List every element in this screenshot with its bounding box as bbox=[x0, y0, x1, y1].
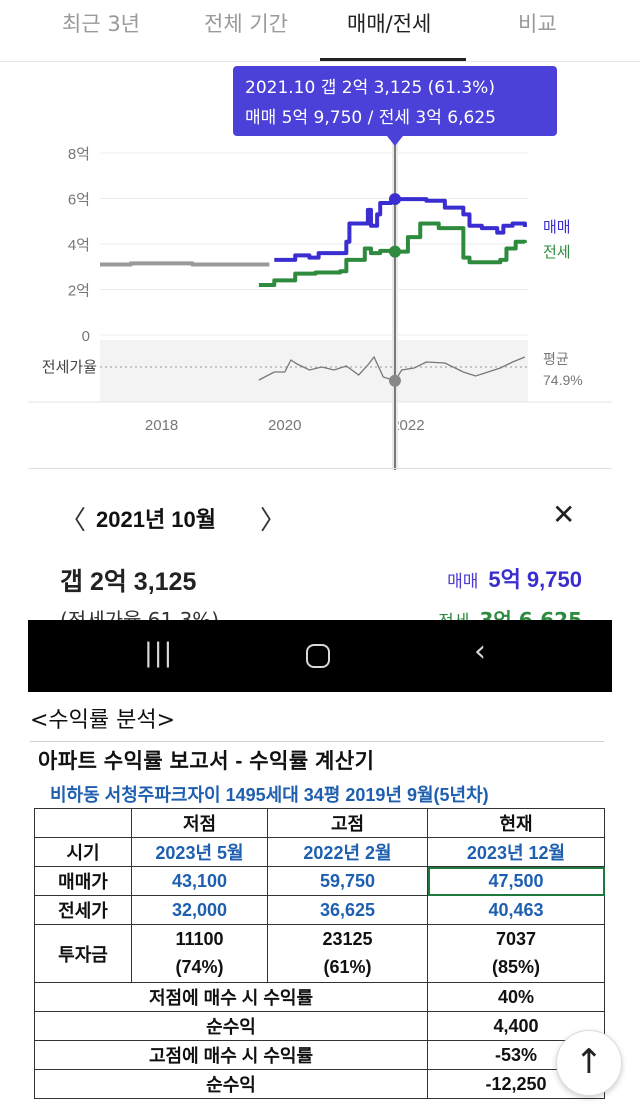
row-label: 매매가 bbox=[34, 866, 132, 896]
report-title: 아파트 수익률 보고서 - 수익률 계산기 bbox=[38, 750, 375, 773]
summary-row: 순수익 4,400 bbox=[34, 1011, 605, 1041]
table-header-low: 저점 bbox=[131, 808, 268, 838]
ratio-band bbox=[100, 340, 528, 402]
table-cell: (74%) bbox=[131, 953, 268, 983]
series-line-1 bbox=[274, 197, 527, 262]
row-label: 시기 bbox=[34, 837, 132, 867]
summary-label: 저점에 매수 시 수익률 bbox=[34, 982, 428, 1012]
tooltip-arrow bbox=[386, 136, 403, 146]
back-icon[interactable]: ‹ bbox=[474, 634, 486, 669]
jeonse-label: 전세 bbox=[438, 612, 469, 620]
sale-point bbox=[388, 193, 401, 206]
period-tabs: 최근 3년 전체 기간 매매/전세 비교 bbox=[0, 0, 640, 62]
legend-jeonse: 전세 bbox=[543, 243, 571, 261]
jeonse-ratio-text: (전세가율 61.3%) bbox=[60, 608, 220, 620]
active-tab-indicator bbox=[320, 58, 466, 61]
average-value: 74.9% bbox=[543, 372, 583, 388]
table-header-high: 고점 bbox=[267, 808, 428, 838]
system-navigation-bar: ||| ‹ bbox=[28, 620, 612, 692]
x-tick-label: 2020 bbox=[268, 417, 301, 434]
x-tick-label: 2022 bbox=[391, 417, 424, 434]
arrow-up-icon: ↑ bbox=[574, 1042, 604, 1082]
tab-recent-3-years[interactable]: 최근 3년 bbox=[62, 12, 140, 36]
y-tick-label: 6억 bbox=[68, 192, 90, 209]
table-row: 시기 2023년 5월 2022년 2월 2023년 12월 bbox=[34, 837, 605, 867]
table-cell[interactable]: 32,000 bbox=[131, 895, 268, 925]
tab-sale-jeonse[interactable]: 매매/전세 bbox=[347, 12, 432, 36]
gap-amount: 갭 2억 3,125 bbox=[60, 568, 197, 596]
table-cell: (61%) bbox=[267, 953, 428, 983]
home-icon[interactable] bbox=[306, 644, 330, 668]
sale-label: 매매 bbox=[447, 572, 479, 592]
row-label: 전세가 bbox=[34, 895, 132, 925]
scroll-to-top-button[interactable]: ↑ bbox=[556, 1030, 622, 1096]
ratio-point bbox=[388, 374, 401, 387]
section-title: <수익률 분석> bbox=[30, 708, 176, 733]
tooltip-line2: 매매 5억 9,750 / 전세 3억 6,625 bbox=[245, 108, 496, 128]
close-icon[interactable]: ✕ bbox=[552, 498, 576, 531]
tooltip-box bbox=[233, 66, 557, 136]
table-cell[interactable]: 2022년 2월 bbox=[267, 837, 428, 867]
month-navigator: 〈 2021년 10월 〉 ✕ bbox=[56, 498, 596, 536]
next-month-button[interactable]: 〉 bbox=[260, 506, 287, 536]
selected-table-cell[interactable]: 47,500 bbox=[427, 866, 605, 896]
recent-apps-icon[interactable]: ||| bbox=[144, 638, 174, 668]
summary-label: 고점에 매수 시 수익률 bbox=[34, 1040, 428, 1070]
x-tick-label: 2018 bbox=[145, 417, 178, 434]
row-label: 투자금 bbox=[34, 924, 132, 983]
tab-all-period[interactable]: 전체 기간 bbox=[204, 12, 288, 36]
tooltip-line1: 2021.10 갭 2억 3,125 (61.3%) bbox=[245, 78, 495, 98]
sale-price-row: 매매 5억 9,750 bbox=[447, 562, 582, 594]
tab-compare[interactable]: 비교 bbox=[518, 12, 557, 36]
table-cell[interactable]: 7037 bbox=[427, 924, 605, 954]
y-tick-label: 4억 bbox=[68, 237, 90, 254]
summary-row: 순수익 -12,250 bbox=[34, 1069, 605, 1099]
sale-value: 5억 9,750 bbox=[488, 567, 582, 592]
y-tick-label: 8억 bbox=[68, 146, 90, 163]
jeonse-point bbox=[388, 245, 401, 258]
selected-month: 2021년 10월 bbox=[96, 507, 217, 532]
table-row: 전세가 32,000 36,625 40,463 bbox=[34, 895, 605, 925]
series-line-3 bbox=[100, 261, 270, 267]
summary-label: 순수익 bbox=[34, 1011, 428, 1041]
summary-label: 순수익 bbox=[34, 1069, 428, 1099]
table-header-row: 저점 고점 현재 bbox=[34, 808, 605, 838]
prev-month-button[interactable]: 〈 bbox=[60, 506, 87, 536]
table-cell bbox=[34, 808, 132, 838]
y-tick-label: 2억 bbox=[68, 283, 90, 300]
table-cell[interactable]: 36,625 bbox=[267, 895, 428, 925]
legend-sale: 매매 bbox=[543, 218, 571, 236]
y-tick-label: 0 bbox=[82, 328, 90, 345]
summary-row: 저점에 매수 시 수익률 40% bbox=[34, 982, 605, 1012]
partially-visible-row: (전세가율 61.3%) 전세 3억 6,625 bbox=[0, 604, 640, 620]
table-cell[interactable]: 23125 bbox=[267, 924, 428, 954]
ratio-label: 전세가율 bbox=[42, 358, 97, 376]
yield-table: 저점 고점 현재 시기 2023년 5월 2022년 2월 2023년 12월 … bbox=[34, 808, 605, 1099]
table-header-current: 현재 bbox=[427, 808, 605, 838]
table-cell[interactable]: 2023년 12월 bbox=[427, 837, 605, 867]
table-row: 투자금 11100 23125 7037 bbox=[34, 924, 605, 983]
ratio-line bbox=[258, 355, 526, 382]
yield-report: 아파트 수익률 보고서 - 수익률 계산기 비하동 서청주파크자이 1495세대… bbox=[30, 741, 605, 1106]
table-cell[interactable]: 59,750 bbox=[267, 866, 428, 896]
report-subtitle: 비하동 서청주파크자이 1495세대 34평 2019년 9월(5년차) bbox=[50, 785, 489, 805]
table-cell: (85%) bbox=[427, 953, 605, 983]
jeonse-value: 3억 6,625 bbox=[479, 608, 582, 620]
table-row: 매매가 43,100 59,750 47,500 bbox=[34, 866, 605, 896]
series-line-2 bbox=[258, 221, 527, 287]
table-row: (74%) (61%) (85%) bbox=[35, 953, 605, 983]
table-cell[interactable]: 43,100 bbox=[131, 866, 268, 896]
chart-divider bbox=[28, 468, 612, 469]
summary-value[interactable]: 40% bbox=[427, 982, 605, 1012]
table-cell[interactable]: 40,463 bbox=[427, 895, 605, 925]
summary-row: 고점에 매수 시 수익률 -53% bbox=[34, 1040, 605, 1070]
table-cell[interactable]: 11100 bbox=[131, 924, 268, 954]
table-cell[interactable]: 2023년 5월 bbox=[131, 837, 268, 867]
average-label: 평균 bbox=[543, 352, 569, 368]
